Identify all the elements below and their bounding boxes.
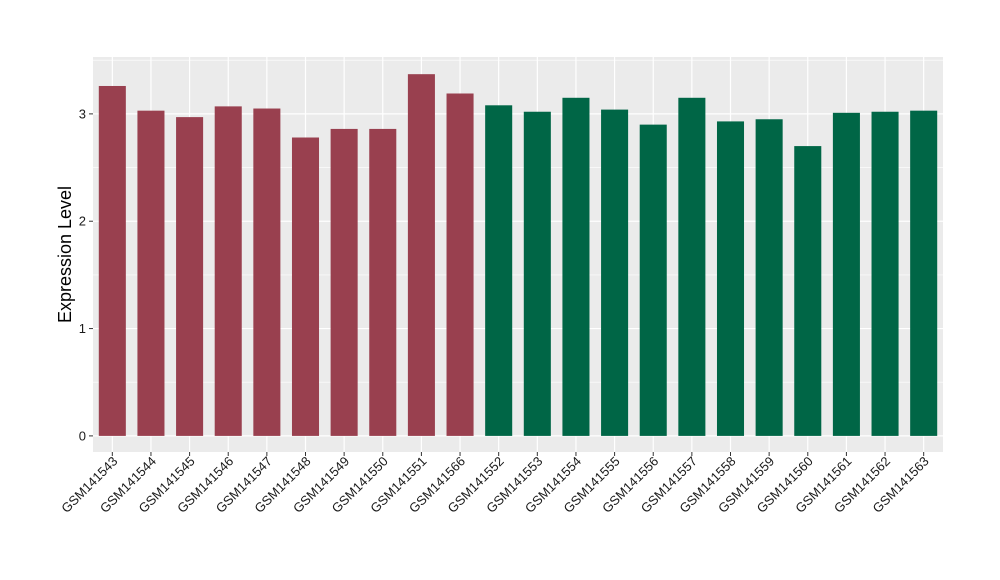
bar — [485, 105, 513, 436]
bar — [523, 111, 551, 436]
bar — [601, 109, 629, 436]
bars — [98, 74, 938, 436]
y-axis-title: Expression Level — [55, 186, 75, 323]
bar — [176, 117, 204, 436]
bar — [871, 111, 899, 436]
bar — [562, 97, 590, 436]
y-tick-label: 2 — [79, 214, 86, 229]
bar — [794, 146, 822, 436]
bar — [291, 137, 320, 436]
y-tick-label: 3 — [79, 106, 86, 121]
bar — [330, 128, 358, 436]
y-tick-label: 1 — [79, 321, 86, 336]
bar — [253, 108, 281, 436]
bar — [832, 112, 860, 436]
bar — [910, 110, 938, 436]
bar — [369, 128, 397, 436]
bar — [678, 97, 706, 436]
bar — [98, 85, 126, 436]
bar — [407, 74, 435, 436]
bar — [137, 110, 165, 436]
bar — [755, 119, 783, 436]
bar — [639, 124, 667, 436]
x-axis: GSM141543GSM141544GSM141545GSM141546GSM1… — [58, 452, 932, 516]
bar — [446, 93, 474, 436]
bar — [716, 121, 745, 436]
y-axis: 0 1 2 3 — [79, 106, 93, 443]
y-tick-label: 0 — [79, 428, 86, 443]
bar — [214, 106, 242, 436]
